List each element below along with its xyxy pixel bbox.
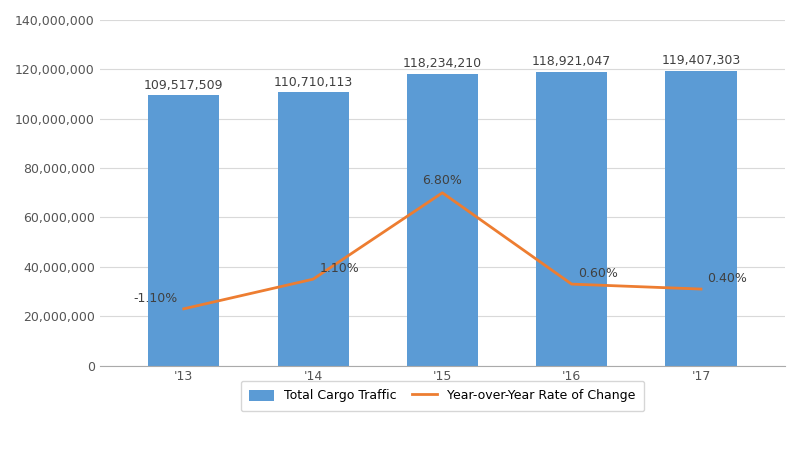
Text: 118,234,210: 118,234,210 xyxy=(403,57,482,70)
Bar xyxy=(666,71,737,365)
Text: 6.80%: 6.80% xyxy=(422,173,462,187)
Text: 110,710,113: 110,710,113 xyxy=(274,76,353,89)
Bar xyxy=(148,95,219,365)
Bar xyxy=(407,74,478,365)
Text: 118,921,047: 118,921,047 xyxy=(532,55,611,69)
Text: 109,517,509: 109,517,509 xyxy=(144,79,223,92)
Text: -1.10%: -1.10% xyxy=(133,292,178,305)
Text: 0.40%: 0.40% xyxy=(707,272,747,286)
Legend: Total Cargo Traffic, Year-over-Year Rate of Change: Total Cargo Traffic, Year-over-Year Rate… xyxy=(241,380,644,411)
Text: 1.10%: 1.10% xyxy=(319,262,359,276)
Text: 119,407,303: 119,407,303 xyxy=(662,54,741,67)
Bar xyxy=(278,92,349,365)
Text: 0.60%: 0.60% xyxy=(578,267,618,281)
Bar xyxy=(536,72,607,365)
